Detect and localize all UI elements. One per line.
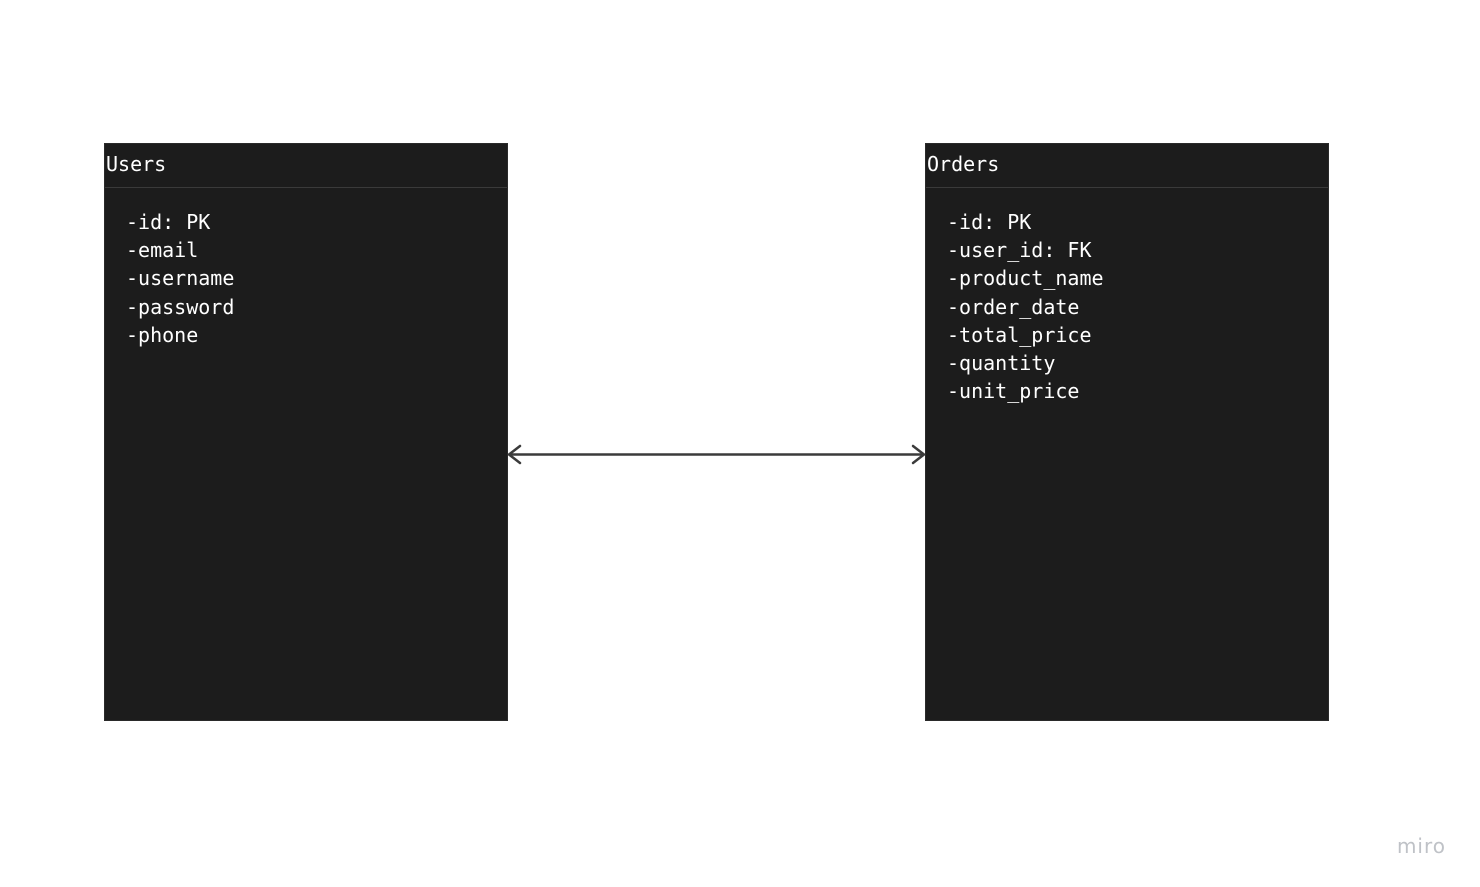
field-users-username: -username bbox=[126, 266, 235, 291]
field-list-orders: -id: PK -user_id: FK -product_name -orde… bbox=[926, 188, 1328, 405]
miro-watermark: miro bbox=[1396, 834, 1446, 858]
field-users-password: -password bbox=[126, 294, 235, 319]
field-orders-unit-price: -unit_price bbox=[947, 379, 1080, 404]
field-list-users: -id: PK -email -username -password -phon… bbox=[105, 188, 507, 349]
arrowhead-right-icon bbox=[911, 444, 926, 465]
entity-title-users: Users bbox=[105, 144, 507, 188]
entity-title-orders: Orders bbox=[926, 144, 1328, 188]
field-orders-order-date: -order_date bbox=[947, 294, 1080, 319]
arrowhead-left-icon bbox=[507, 444, 522, 465]
field-users-id: -id: PK bbox=[126, 210, 211, 234]
field-orders-product-name: -product_name bbox=[947, 266, 1104, 291]
entity-orders[interactable]: Orders -id: PK -user_id: FK -product_nam… bbox=[925, 143, 1329, 721]
field-orders-quantity: -quantity bbox=[947, 351, 1056, 376]
field-orders-total-price: -total_price bbox=[947, 322, 1092, 347]
entity-users[interactable]: Users -id: PK -email -username -password… bbox=[104, 143, 508, 721]
field-orders-user-id: -user_id: FK bbox=[947, 238, 1092, 263]
field-orders-id: -id: PK bbox=[947, 210, 1032, 234]
field-users-phone: -phone bbox=[126, 322, 199, 347]
field-users-email: -email bbox=[126, 238, 199, 263]
